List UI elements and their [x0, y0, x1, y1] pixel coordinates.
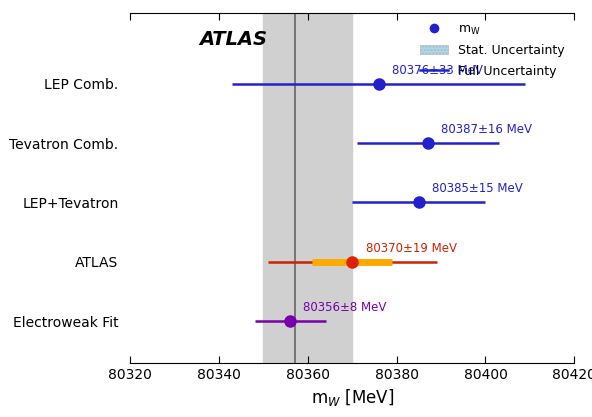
Legend: m$_\mathregular{W}$, Stat. Uncertainty, Full Uncertainty: m$_\mathregular{W}$, Stat. Uncertainty, … — [416, 19, 568, 81]
Text: 80385±15 MeV: 80385±15 MeV — [432, 182, 523, 196]
Bar — [263, 13, 352, 363]
X-axis label: m$_W$ [MeV]: m$_W$ [MeV] — [311, 387, 394, 408]
Text: ATLAS: ATLAS — [199, 30, 267, 49]
Text: 80356±8 MeV: 80356±8 MeV — [303, 301, 387, 314]
Text: 80370±19 MeV: 80370±19 MeV — [365, 242, 456, 255]
Text: 80387±16 MeV: 80387±16 MeV — [441, 123, 532, 136]
Text: 80376±33 MeV: 80376±33 MeV — [392, 64, 483, 77]
